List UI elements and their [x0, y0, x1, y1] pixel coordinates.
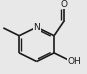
- Text: OH: OH: [67, 57, 81, 66]
- Text: O: O: [60, 0, 67, 9]
- Text: N: N: [33, 23, 40, 32]
